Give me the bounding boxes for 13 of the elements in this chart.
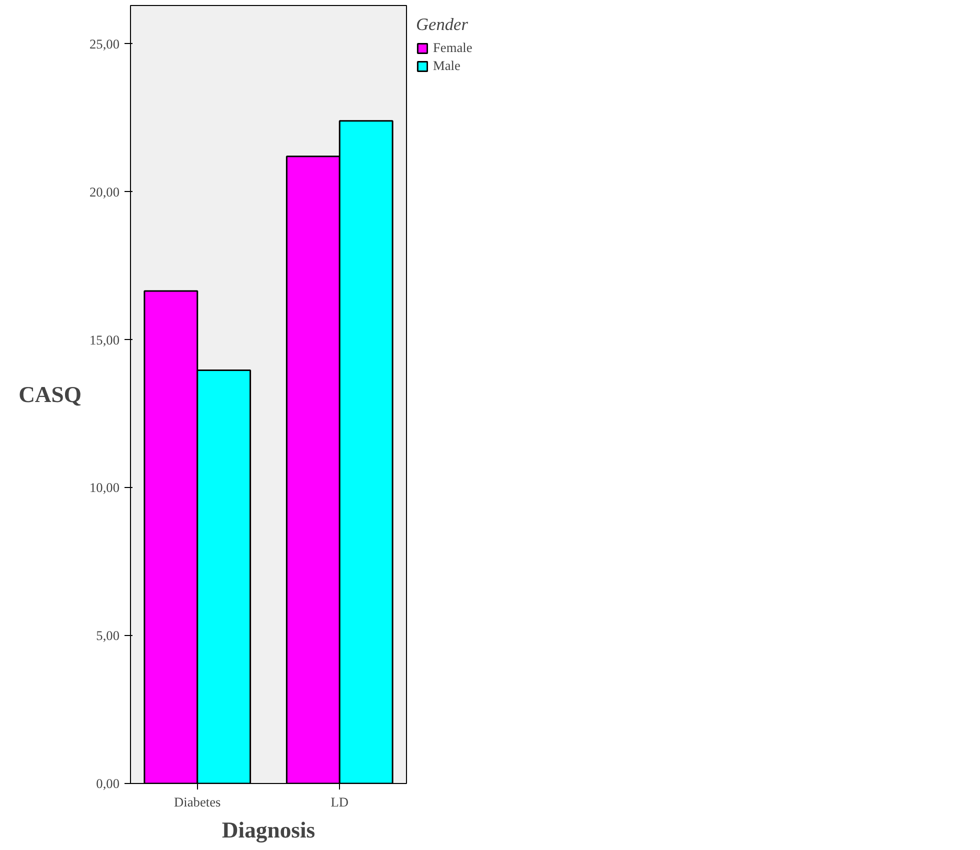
y-tick-label: 20,00 bbox=[90, 184, 120, 200]
legend-label: Female bbox=[433, 40, 472, 56]
y-axis-title: CASQ bbox=[18, 382, 82, 407]
x-tick-label: Diabetes bbox=[174, 794, 221, 810]
y-tick-label: 0,00 bbox=[96, 776, 120, 791]
y-tick-label: 5,00 bbox=[96, 628, 120, 644]
x-axis-title: Diagnosis bbox=[222, 818, 316, 842]
y-tick-label: 25,00 bbox=[90, 36, 120, 52]
x-tick-label: LD bbox=[330, 794, 349, 810]
y-tick-label: 10,00 bbox=[90, 480, 120, 496]
legend-title: Gender bbox=[416, 15, 469, 35]
legend-label: Male bbox=[433, 58, 460, 74]
y-tick-label: 15,00 bbox=[90, 332, 120, 348]
